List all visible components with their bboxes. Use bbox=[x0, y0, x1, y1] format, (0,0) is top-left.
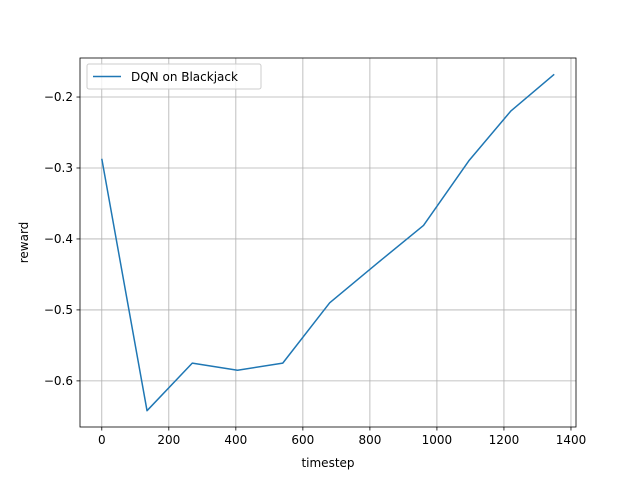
x-tick-label: 1200 bbox=[489, 433, 520, 447]
y-tick-label: −0.5 bbox=[44, 303, 73, 317]
x-tick-label: 400 bbox=[224, 433, 247, 447]
x-axis-ticks: 0 200 400 600 800 1000 1200 1400 bbox=[98, 427, 586, 447]
y-tick-label: −0.6 bbox=[44, 374, 73, 388]
legend-box bbox=[86, 63, 262, 90]
y-tick-label: −0.3 bbox=[44, 161, 73, 175]
y-tick-label: −0.2 bbox=[44, 90, 73, 104]
series-layer bbox=[101, 73, 555, 412]
x-tick-label: 1400 bbox=[556, 433, 587, 447]
x-axis-label: timestep bbox=[301, 456, 354, 470]
x-tick-label: 200 bbox=[157, 433, 180, 447]
grid-lines bbox=[80, 58, 576, 427]
x-tick-label: 800 bbox=[358, 433, 381, 447]
legend-label: DQN on Blackjack bbox=[131, 70, 238, 84]
legend: DQN on Blackjack bbox=[86, 63, 262, 90]
x-tick-label: 1000 bbox=[422, 433, 453, 447]
y-axis-ticks: −0.6 −0.5 −0.4 −0.3 −0.2 bbox=[44, 90, 80, 388]
plot-frame bbox=[79, 57, 577, 428]
y-tick-label: −0.4 bbox=[44, 232, 73, 246]
y-axis-label: reward bbox=[17, 222, 31, 264]
x-tick-label: 0 bbox=[98, 433, 106, 447]
x-tick-label: 600 bbox=[291, 433, 314, 447]
